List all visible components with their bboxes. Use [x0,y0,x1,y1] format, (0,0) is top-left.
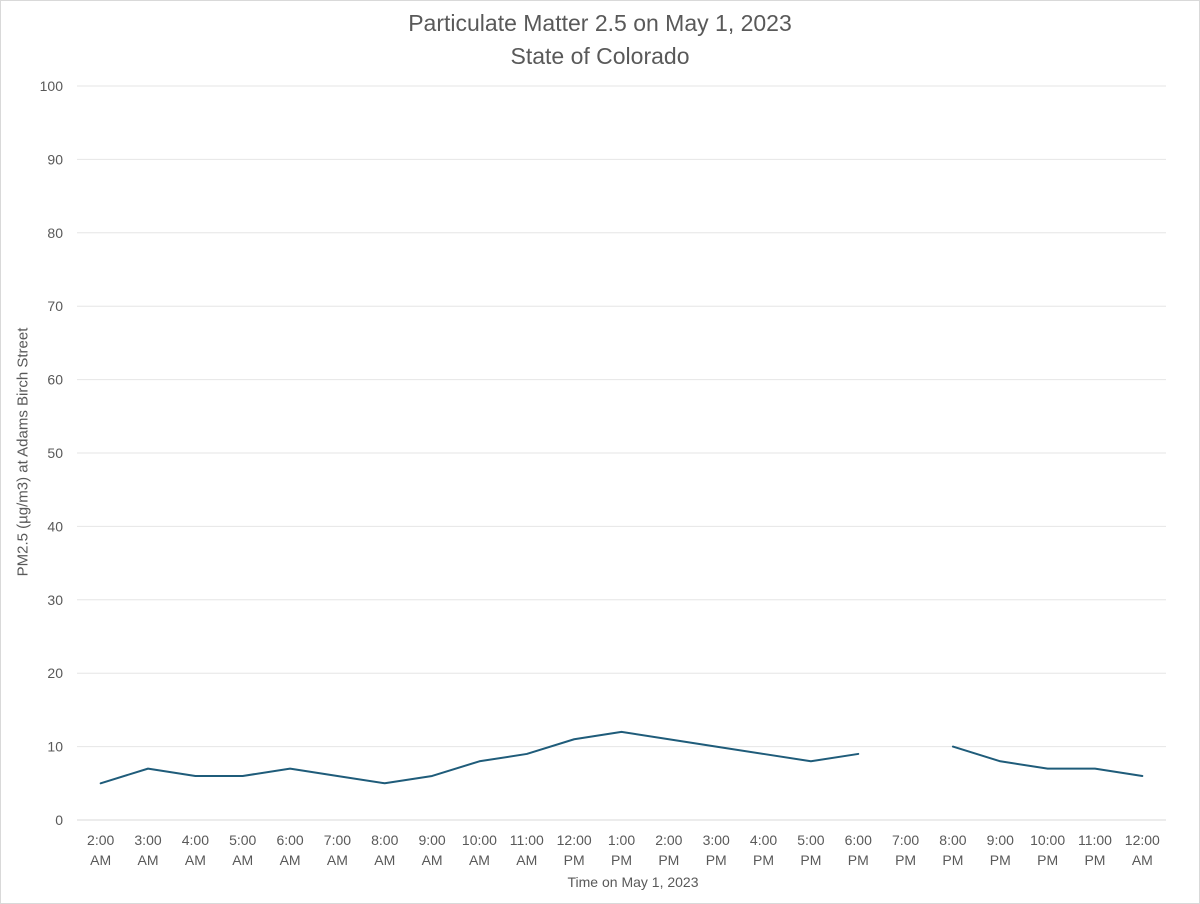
x-tick-label: 6:00 PM [845,832,872,868]
y-tick-label: 30 [47,592,63,608]
x-tick-label: 1:00 PM [608,832,635,868]
y-tick-label: 50 [47,445,63,461]
x-tick-label: 2:00 PM [655,832,682,868]
y-tick-label: 70 [47,298,63,314]
y-tick-label: 40 [47,518,63,534]
x-tick-label: 10:00 AM [462,832,497,868]
y-axis-title: PM2.5 (µg/m3) at Adams Birch Street [14,327,32,577]
y-tick-label: 100 [40,78,64,94]
x-tick-label: 12:00 PM [557,832,592,868]
y-tick-label: 10 [47,739,63,755]
x-tick-label: 12:00 AM [1125,832,1160,868]
series-line-segment-2 [951,745,1144,777]
x-tick-label: 3:00 AM [134,832,161,868]
y-tick-label: 0 [55,812,63,828]
y-tick-label: 60 [47,372,63,388]
x-tick-label: 7:00 AM [324,832,351,868]
x-tick-label: 10:00 PM [1030,832,1065,868]
x-tick-label: 6:00 AM [276,832,303,868]
x-axis-title: Time on May 1, 2023 [567,874,699,890]
x-tick-label: 9:00 AM [418,832,445,868]
x-tick-label: 11:00 AM [510,832,544,868]
x-tick-label: 2:00 AM [87,832,114,868]
y-tick-label: 90 [47,151,63,167]
x-tick-label: 4:00 AM [182,832,209,868]
x-tick-label: 4:00 PM [750,832,777,868]
series-line-segment-1 [99,730,860,785]
x-tick-label: 9:00 PM [987,832,1014,868]
chart-subtitle: State of Colorado [510,43,690,69]
x-tick-label: 11:00 PM [1078,832,1112,868]
x-tick-label: 8:00 AM [371,832,398,868]
chart-title: Particulate Matter 2.5 on May 1, 2023 [408,10,792,36]
y-tick-label: 80 [47,225,63,241]
x-tick-label: 8:00 PM [939,832,966,868]
x-tick-label: 5:00 PM [797,832,824,868]
x-tick-label: 7:00 PM [892,832,919,868]
x-tick-label: 5:00 AM [229,832,256,868]
y-tick-label: 20 [47,665,63,681]
x-tick-label: 3:00 PM [703,832,730,868]
